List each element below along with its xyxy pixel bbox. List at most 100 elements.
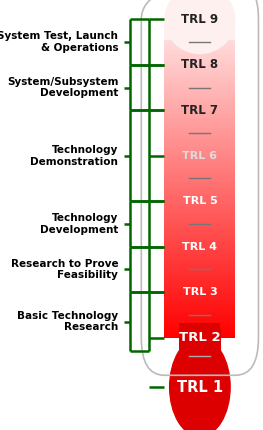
Bar [164, 207, 235, 208]
Bar [164, 222, 235, 223]
Bar [164, 110, 235, 111]
Bar [164, 106, 235, 108]
Bar [164, 245, 235, 246]
Bar [164, 120, 235, 121]
Bar [164, 308, 235, 309]
Bar [164, 76, 235, 77]
Bar [164, 200, 235, 201]
Bar [164, 140, 235, 141]
Bar [164, 116, 235, 117]
Bar [164, 301, 235, 303]
Bar [164, 88, 235, 89]
Bar [164, 72, 235, 74]
Bar [164, 313, 235, 314]
Bar [164, 254, 235, 255]
Bar [164, 94, 235, 95]
Bar [164, 294, 235, 295]
Bar [164, 288, 235, 289]
Bar [164, 103, 235, 104]
Bar [164, 312, 235, 313]
Bar [164, 326, 235, 327]
Bar [164, 209, 235, 210]
Bar [179, 322, 220, 340]
Bar [164, 31, 235, 32]
Bar [164, 264, 235, 265]
Bar [164, 52, 235, 53]
Bar [164, 184, 235, 185]
Bar [164, 30, 235, 31]
Bar [164, 172, 235, 173]
Text: TRL 4: TRL 4 [182, 242, 218, 252]
Text: Basic Technology
Research: Basic Technology Research [17, 311, 118, 332]
Bar [164, 108, 235, 110]
Bar [164, 293, 235, 294]
Bar [164, 321, 235, 322]
Bar [164, 287, 235, 288]
Bar [164, 66, 235, 67]
Bar [164, 141, 235, 142]
Bar [164, 178, 235, 179]
Bar [164, 225, 235, 226]
Bar [164, 211, 235, 212]
Ellipse shape [164, 0, 235, 54]
Bar [164, 100, 235, 101]
Bar [164, 208, 235, 209]
Bar [164, 156, 235, 157]
Bar [164, 328, 235, 329]
Bar [164, 122, 235, 123]
Bar [164, 137, 235, 138]
Bar [164, 151, 235, 152]
Bar [164, 48, 235, 49]
Bar [164, 117, 235, 118]
Bar [164, 274, 235, 275]
Bar [164, 54, 235, 55]
Bar [164, 203, 235, 204]
Bar [164, 219, 235, 220]
Bar [164, 228, 235, 229]
Bar [164, 167, 235, 168]
Bar [164, 174, 235, 175]
Bar [164, 319, 235, 321]
Bar [164, 97, 235, 98]
Bar [164, 194, 235, 195]
Bar [164, 53, 235, 54]
Bar [164, 86, 235, 87]
Bar [164, 335, 235, 337]
Bar [164, 337, 235, 338]
Bar [164, 168, 235, 169]
Bar [164, 276, 235, 277]
Bar [164, 243, 235, 244]
Bar [164, 118, 235, 119]
Bar [164, 45, 235, 46]
Bar [164, 80, 235, 81]
Bar [164, 136, 235, 137]
Bar [164, 111, 235, 112]
Bar [164, 187, 235, 188]
Bar [164, 32, 235, 33]
Bar [164, 237, 235, 238]
Bar [164, 204, 235, 205]
Bar [164, 329, 235, 330]
Text: TRL 3: TRL 3 [183, 287, 217, 297]
Bar [164, 60, 235, 61]
Bar [164, 123, 235, 124]
Bar [164, 186, 235, 187]
Bar [164, 35, 235, 36]
Bar [164, 144, 235, 146]
Text: Technology
Demonstration: Technology Demonstration [31, 145, 118, 166]
Bar [164, 43, 235, 44]
Bar [164, 277, 235, 278]
Bar [164, 133, 235, 134]
Bar [164, 272, 235, 273]
Bar [164, 244, 235, 245]
Bar [164, 273, 235, 274]
Bar [164, 38, 235, 40]
Bar [164, 176, 235, 178]
Bar [164, 79, 235, 80]
Bar [164, 42, 235, 43]
Bar [164, 316, 235, 317]
Bar [164, 138, 235, 139]
Bar [164, 37, 235, 38]
Bar [164, 240, 235, 241]
Bar [164, 310, 235, 311]
